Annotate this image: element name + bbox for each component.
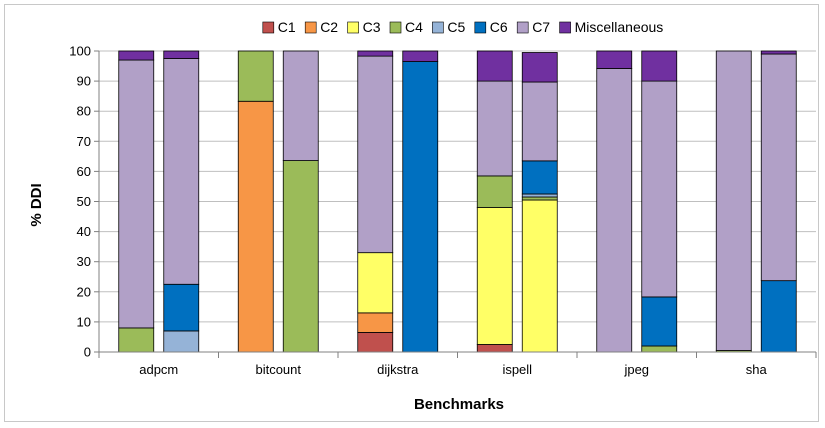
bar-segment-jpeg-2-c6 [641,296,678,347]
bar-segment-dijkstra-1-c3 [357,252,394,314]
legend-label-c7: C7 [532,19,550,35]
y-tick-label: 10 [77,314,91,329]
legend: C1 C2 C3 C4 C5 C6 C7 Miscellaneous [262,19,664,35]
y-tick-label: 50 [77,194,91,209]
stacked-bar-chart: 0 10 20 30 40 50 60 70 80 90 100 adpcm bitcount dijk… [28,19,817,413]
legend-swatch-c5 [432,21,444,34]
legend-label-c5: C5 [447,19,465,35]
bar-segment-bitcount-1-c2 [237,100,274,353]
legend-label-c4: C4 [405,19,423,35]
bar-segment-jpeg-1-c7 [596,68,633,353]
bar-segment-sha-2-miscellaneous [760,50,797,55]
bar-segment-ispell-2-c4 [521,196,558,201]
y-tick-label: 40 [77,224,91,239]
y-tick-label: 60 [77,164,91,179]
bar-segment-sha-2-c6 [760,280,797,353]
bar-segment-sha-1-c7 [715,50,752,351]
x-tick-label: bitcount [255,362,301,377]
bar-segment-adpcm-1-c7 [118,59,155,329]
legend-label-c1: C1 [278,19,296,35]
bar-segment-adpcm-2-miscellaneous [163,50,200,59]
bar-segment-jpeg-2-c7 [641,80,678,298]
bar-segment-dijkstra-1-c7 [357,55,394,254]
y-tick-label: 90 [77,74,91,89]
bar-segment-adpcm-1-c4 [118,327,155,353]
legend-swatch-miscellaneous [559,21,571,34]
bar-segment-ispell-2-c5 [521,193,558,198]
legend-swatch-c1 [262,21,275,34]
x-tick-label: ispell [502,362,532,377]
x-axis-ticks: adpcm bitcount dijkstra ispell jpeg sha [98,352,817,377]
bars [118,50,797,353]
bar-segment-jpeg-2-c4 [641,345,678,353]
bar-segment-ispell-1-c7 [476,80,513,177]
legend-label-miscellaneous: Miscellaneous [575,19,664,35]
bar-segment-ispell-1-miscellaneous [476,50,513,82]
bar-segment-dijkstra-1-miscellaneous [357,50,394,57]
bar-segment-ispell-2-miscellaneous [521,52,558,83]
bar-segment-sha-2-c7 [760,53,797,282]
legend-swatch-c4 [389,21,402,34]
bar-segment-ispell-1-c4 [476,175,513,208]
x-axis-title: Benchmarks [414,396,504,413]
bar-segment-adpcm-1-miscellaneous [118,50,155,61]
legend-label-c3: C3 [363,19,381,35]
legend-swatch-c2 [304,21,317,34]
x-tick-label: jpeg [623,362,649,377]
y-axis-ticks: 0 10 20 30 40 50 60 70 80 90 100 [69,44,99,360]
x-tick-label: adpcm [139,362,178,377]
bar-segment-dijkstra-1-c2 [357,312,394,333]
bar-segment-dijkstra-1-c1 [357,332,394,353]
gridlines [99,50,816,323]
chart-frame: 0 10 20 30 40 50 60 70 80 90 100 adpcm bitcount dijk… [4,4,819,422]
legend-label-c2: C2 [320,19,338,35]
bar-segment-ispell-1-c1 [476,344,513,353]
y-tick-label: 0 [84,345,91,360]
bar-segment-ispell-2-c3 [521,199,558,353]
y-tick-label: 80 [77,104,91,119]
x-tick-label: dijkstra [377,362,419,377]
bar-segment-adpcm-2-c6 [163,283,200,332]
legend-label-c6: C6 [490,19,508,35]
bar-segment-dijkstra-2-miscellaneous [402,50,439,62]
y-tick-label: 100 [69,44,91,59]
bar-segment-jpeg-1-miscellaneous [596,50,633,69]
legend-swatch-c7 [516,21,529,34]
y-axis-title: % DDI [28,183,45,226]
bar-segment-adpcm-2-c7 [163,58,200,285]
legend-swatch-c6 [474,21,487,34]
y-tick-label: 30 [77,254,91,269]
y-tick-label: 70 [77,134,91,149]
bar-segment-dijkstra-2-c6 [402,61,439,353]
legend-swatch-c3 [347,21,359,34]
bar-segment-adpcm-2-c5 [163,330,200,353]
x-tick-label: sha [746,362,768,377]
bar-segment-ispell-2-c7 [521,81,558,162]
bar-segment-ispell-1-c3 [476,207,513,345]
y-tick-label: 20 [77,284,91,299]
bar-segment-bitcount-2-c4 [282,160,319,353]
bar-segment-ispell-2-c6 [521,160,558,195]
bar-segment-bitcount-2-c7 [282,50,319,161]
bar-segment-jpeg-2-miscellaneous [641,50,678,82]
bar-segment-bitcount-1-c4 [237,50,274,102]
